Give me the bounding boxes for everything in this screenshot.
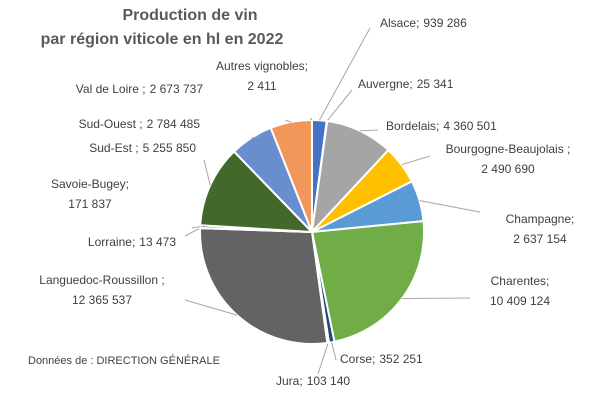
value-label: 5 255 850 [143,141,197,155]
category-label: Languedoc-Roussillon ; [39,273,164,287]
value-label: 2 411 [247,79,276,93]
data-label: Bourgogne-Beaujolais ; [446,142,571,156]
category-label: Charentes; [491,274,550,288]
category-label: Alsace; [380,16,419,30]
category-label: Sud-Ouest ; [79,117,143,131]
data-label: Lorraine; 13 473 [88,235,176,249]
category-label: Bourgogne-Beaujolais ; [446,142,571,156]
leader-line [192,227,200,228]
category-label: Autres vignobles; [216,59,308,73]
leader-line [402,156,430,165]
data-label: Corse; 352 251 [340,352,423,366]
value-label: 10 409 124 [490,294,550,308]
data-label: Languedoc-Roussillon ; [39,273,164,287]
leader-line [185,228,200,236]
value-label: 103 140 [307,374,351,388]
data-label: Jura; 103 140 [276,374,350,388]
leader-line [420,201,480,212]
data-label: Auvergne; 25 341 [358,77,454,91]
leader-line [327,90,352,121]
data-label: Savoie-Bugey; [51,177,129,191]
value-label: 2 490 690 [481,162,535,176]
category-label: Champagne; [506,212,575,226]
value-label: 4 360 501 [443,119,497,133]
value-label: 2 637 154 [513,232,567,246]
category-label: Bordelais; [386,119,439,133]
leader-line [402,298,470,299]
data-label: Sud-Est ; 5 255 850 [89,141,196,155]
leader-line [319,28,370,120]
category-label: Lorraine; [88,235,135,249]
category-label: Sud-Est ; [89,141,138,155]
chart-title: par région viticole en hl en 2022 [41,31,284,48]
data-label: Alsace; 939 286 [380,16,467,30]
data-label: Sud-Ouest ; 2 784 485 [79,117,201,131]
leader-line [204,160,210,185]
data-label: Val de Loire ; 2 673 737 [76,82,204,96]
leader-line [360,130,378,131]
data-label: Bordelais; 4 360 501 [386,119,497,133]
category-label: Savoie-Bugey; [51,177,129,191]
value-label: 13 473 [139,235,176,249]
value-label: 171 837 [68,197,112,211]
value-label: 12 365 537 [72,293,132,307]
value-label: 352 251 [379,352,423,366]
value-label: 25 341 [417,77,454,91]
category-label: Auvergne; [358,77,413,91]
value-label: 939 286 [423,16,467,30]
value-label: 2 673 737 [150,82,204,96]
data-label: Champagne; [506,212,575,226]
chart-title: Production de vin [122,7,257,24]
category-label: Jura; [276,374,303,388]
leader-line [332,342,336,360]
category-label: Val de Loire ; [76,82,146,96]
category-label: Corse; [340,352,375,366]
data-label: Charentes; [491,274,550,288]
source-note: Données de : DIRECTION GÉNÉRALE [28,354,220,367]
value-label: 2 784 485 [147,117,201,131]
leader-line [318,343,328,374]
pie-slice [200,228,327,344]
data-label: Autres vignobles; [216,59,308,73]
